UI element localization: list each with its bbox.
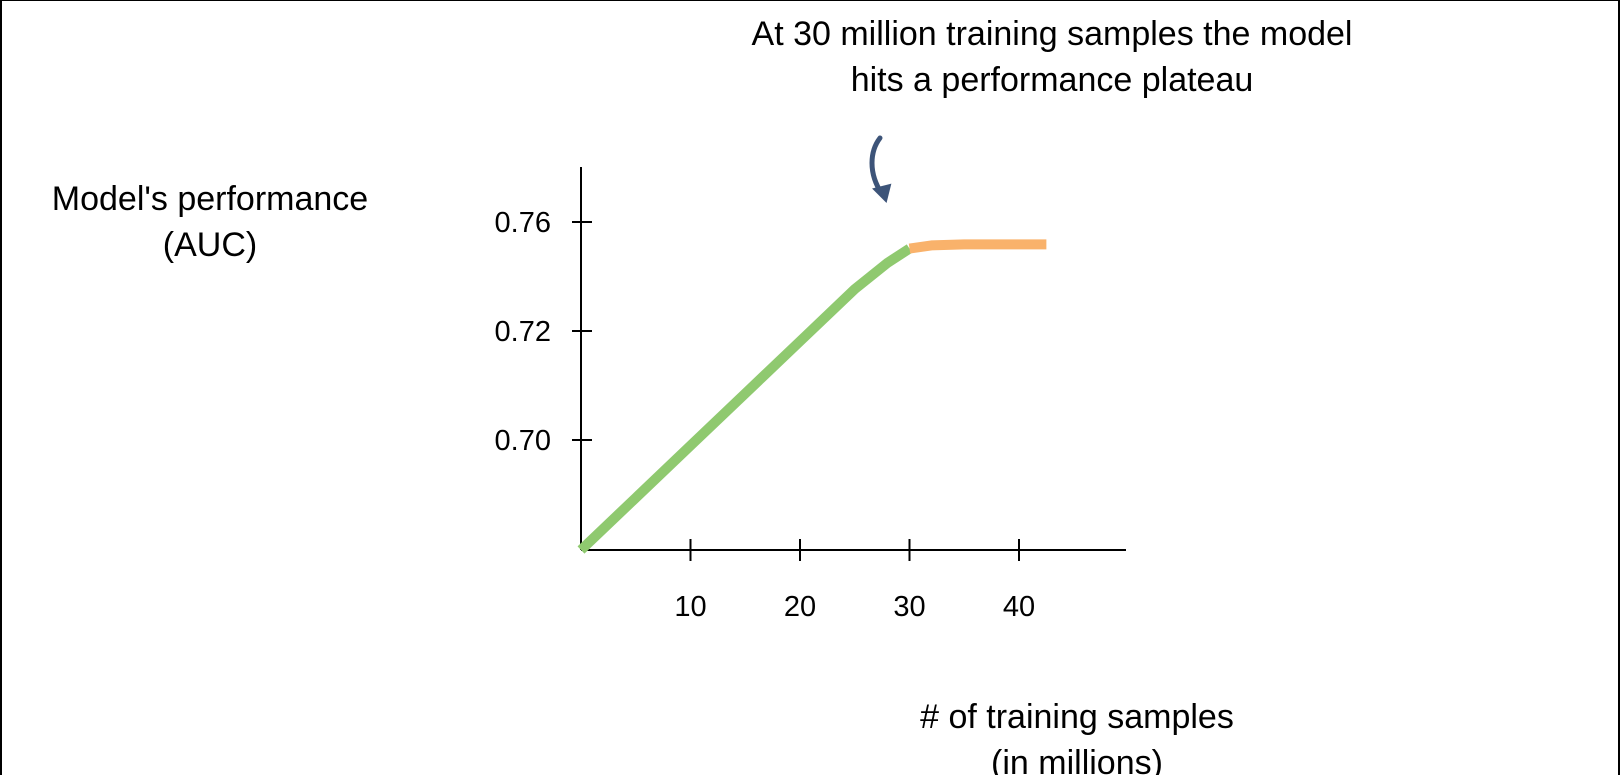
x-tick-label: 30 bbox=[893, 591, 925, 623]
y-tick-label: 0.70 bbox=[495, 425, 551, 457]
y-axis-label: Model's performance (AUC) bbox=[10, 176, 410, 268]
x-axis-label: # of training samples (in millions) bbox=[837, 694, 1317, 775]
plateau-series-line bbox=[908, 239, 1047, 254]
x-tick-label: 20 bbox=[784, 591, 816, 623]
x-tick-label: 10 bbox=[674, 591, 706, 623]
x-axis-label-line-2: (in millions) bbox=[991, 744, 1163, 775]
y-tick-label: 0.76 bbox=[495, 207, 551, 239]
annotation-arrow-shaft bbox=[869, 135, 885, 197]
growth-series-line bbox=[577, 244, 913, 554]
ticks: 10 20 30 40 0.70 0.72 0.76 bbox=[495, 207, 1036, 623]
x-axis-label-line-1: # of training samples bbox=[920, 698, 1234, 736]
axes bbox=[580, 167, 1126, 551]
annotation-line-1: At 30 million training samples the model bbox=[751, 15, 1353, 53]
annotation-arrow-head bbox=[872, 183, 892, 203]
annotation-line-2: hits a performance plateau bbox=[850, 61, 1254, 99]
x-tick-label: 40 bbox=[1003, 591, 1035, 623]
y-axis-label-line-1: Model's performance bbox=[51, 180, 369, 218]
y-tick-label: 0.72 bbox=[495, 316, 551, 348]
frame-edge bbox=[1618, 1, 1620, 775]
y-axis-label-line-2: (AUC) bbox=[162, 226, 258, 264]
annotation-arrow bbox=[869, 135, 892, 203]
plateau-annotation: At 30 million training samples the model… bbox=[662, 11, 1442, 103]
series bbox=[577, 239, 1047, 554]
